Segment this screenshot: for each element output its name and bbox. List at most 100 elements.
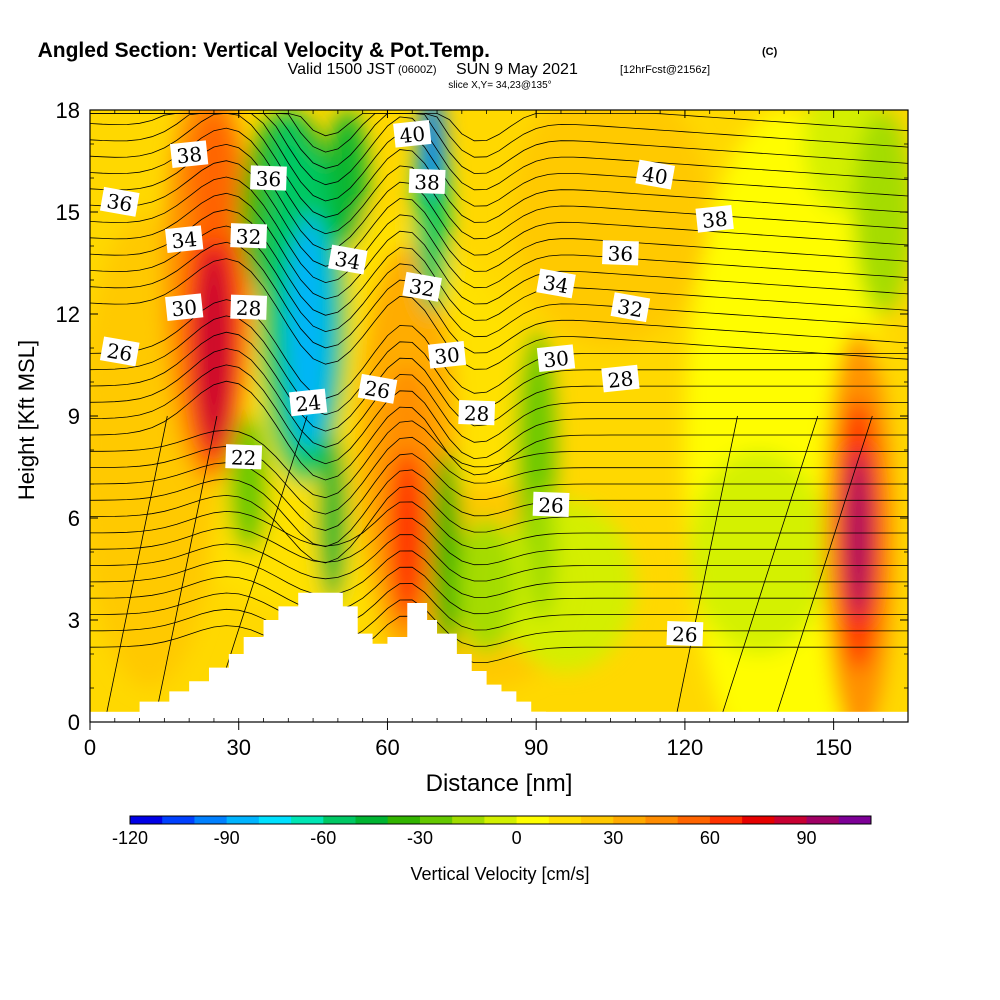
contour-label-text: 30 (433, 343, 461, 370)
y-tick-label: 9 (68, 404, 80, 429)
colorbar-tick-label: -60 (310, 828, 336, 848)
contour-label-text: 28 (464, 401, 490, 426)
valid-time: Valid 1500 JST (288, 61, 396, 78)
contour-label-box (357, 373, 398, 404)
colorbar-swatch (291, 816, 324, 824)
contour-label: 38 (695, 204, 734, 234)
contour-label-box (635, 159, 675, 190)
contour-label-text: 26 (672, 622, 698, 647)
valid-utc: (0600Z) (398, 64, 437, 76)
colorbar-tick-label: 30 (603, 828, 623, 848)
contour-label-box (99, 186, 140, 217)
ground-strip (90, 711, 908, 722)
colorbar-tick-label: 90 (797, 828, 817, 848)
contour-label-text: 24 (294, 390, 322, 417)
contour-label-text: 34 (170, 227, 198, 254)
contour-label: 34 (165, 225, 204, 254)
colorbar-tick-label: -120 (112, 828, 148, 848)
theta-contour (90, 485, 908, 564)
contour-label: 40 (635, 159, 675, 190)
x-tick-label: 30 (226, 735, 250, 760)
theta-contour (90, 550, 908, 598)
chart-title: Angled Section: Vertical Velocity & Pot.… (38, 39, 778, 62)
x-axis: 0 30 60 90 120 150 (84, 110, 909, 760)
colorbar-swatch (838, 816, 872, 824)
contour-label-text: 34 (541, 270, 570, 298)
contour-label-box (408, 168, 446, 195)
theta-contour (90, 420, 908, 499)
contour-label-text: 34 (333, 247, 362, 275)
velocity-cell (846, 450, 871, 620)
velocity-cell (456, 518, 517, 654)
y-tick-label: 15 (56, 200, 80, 225)
contour-label-box (230, 223, 268, 249)
contour-label-box (288, 388, 328, 417)
colorbar-swatch (806, 816, 840, 824)
colorbar-tick-label: 0 (512, 828, 522, 848)
colorbar-tick-label: -90 (214, 828, 240, 848)
colorbar-swatch (419, 816, 453, 824)
theta-contour (90, 534, 908, 582)
contour-label-box (225, 444, 263, 470)
colorbar-swatch (194, 816, 228, 824)
x-tick-label: 120 (667, 735, 704, 760)
contour-label-box (427, 340, 467, 369)
chart-subtitle: Valid 1500 JST (0600Z) SUN 9 May 2021 [1… (288, 61, 710, 91)
colorbar-swatch (452, 816, 485, 824)
theta-contour (90, 160, 908, 272)
contour-label-text: 38 (701, 207, 729, 234)
colorbar-swatch (774, 816, 808, 824)
colorbar-swatch (258, 816, 292, 824)
colorbar-swatch (323, 816, 357, 824)
contour-label-text: 38 (175, 142, 203, 169)
contour-label: 22 (225, 444, 263, 470)
theta-contour (90, 127, 908, 240)
contour-label-box (601, 364, 640, 393)
contour-label-box (169, 140, 209, 169)
theta-contour (90, 364, 908, 465)
colorbar-swatch (645, 816, 679, 824)
x-tick-label: 60 (375, 735, 399, 760)
velocity-cell (853, 110, 908, 314)
theta-contour (90, 113, 908, 142)
contour-label-box (250, 165, 287, 191)
contour-label: 38 (408, 168, 446, 195)
contour-label: 30 (427, 340, 467, 370)
colorbar-label: Vertical Velocity [cm/s] (410, 864, 589, 884)
contour-label-text: 28 (607, 366, 635, 393)
theta-contour (90, 192, 908, 305)
contour-label-text: 32 (407, 274, 436, 302)
contour-label-box (327, 244, 368, 275)
contour-label: 36 (99, 186, 140, 217)
theta-contour (90, 299, 908, 399)
colorbar-swatch (548, 816, 582, 824)
theta-contour (104, 415, 168, 722)
colorbar-swatch (355, 816, 389, 824)
contour-label-text: 38 (414, 170, 440, 195)
plot-area: 38 36 36 34 32 34 30 28 26 24 22 26 40 38 32 30 28 34 30 26… (90, 110, 908, 722)
contour-label: 32 (402, 271, 442, 302)
contour-label: 28 (601, 364, 640, 393)
y-tick-label: 0 (68, 710, 80, 735)
contour-label-box (536, 344, 576, 373)
contour-label: 30 (165, 293, 204, 321)
colorbar-swatch (516, 816, 550, 824)
contour-label: 36 (602, 240, 639, 266)
colorbar-tick-label: 60 (700, 828, 720, 848)
theta-contour (90, 348, 908, 448)
contour-label-box (610, 292, 651, 323)
colorbar-swatch (677, 816, 711, 824)
contour-label-text: 26 (538, 493, 564, 518)
contour-label: 26 (532, 491, 570, 518)
theta-contour (90, 143, 908, 256)
contour-label-box (165, 225, 204, 254)
velocity-cell (196, 246, 232, 450)
contour-label-box (458, 399, 496, 426)
title-main: Angled Section: Vertical Velocity & Pot.… (38, 39, 490, 62)
contour-label-box (402, 271, 442, 302)
contour-label: 38 (169, 140, 209, 169)
y-axis-label: Height [Kft MSL] (14, 340, 39, 500)
colorbar: -120 -90 -60 -30 0 30 60 90 (112, 815, 872, 848)
